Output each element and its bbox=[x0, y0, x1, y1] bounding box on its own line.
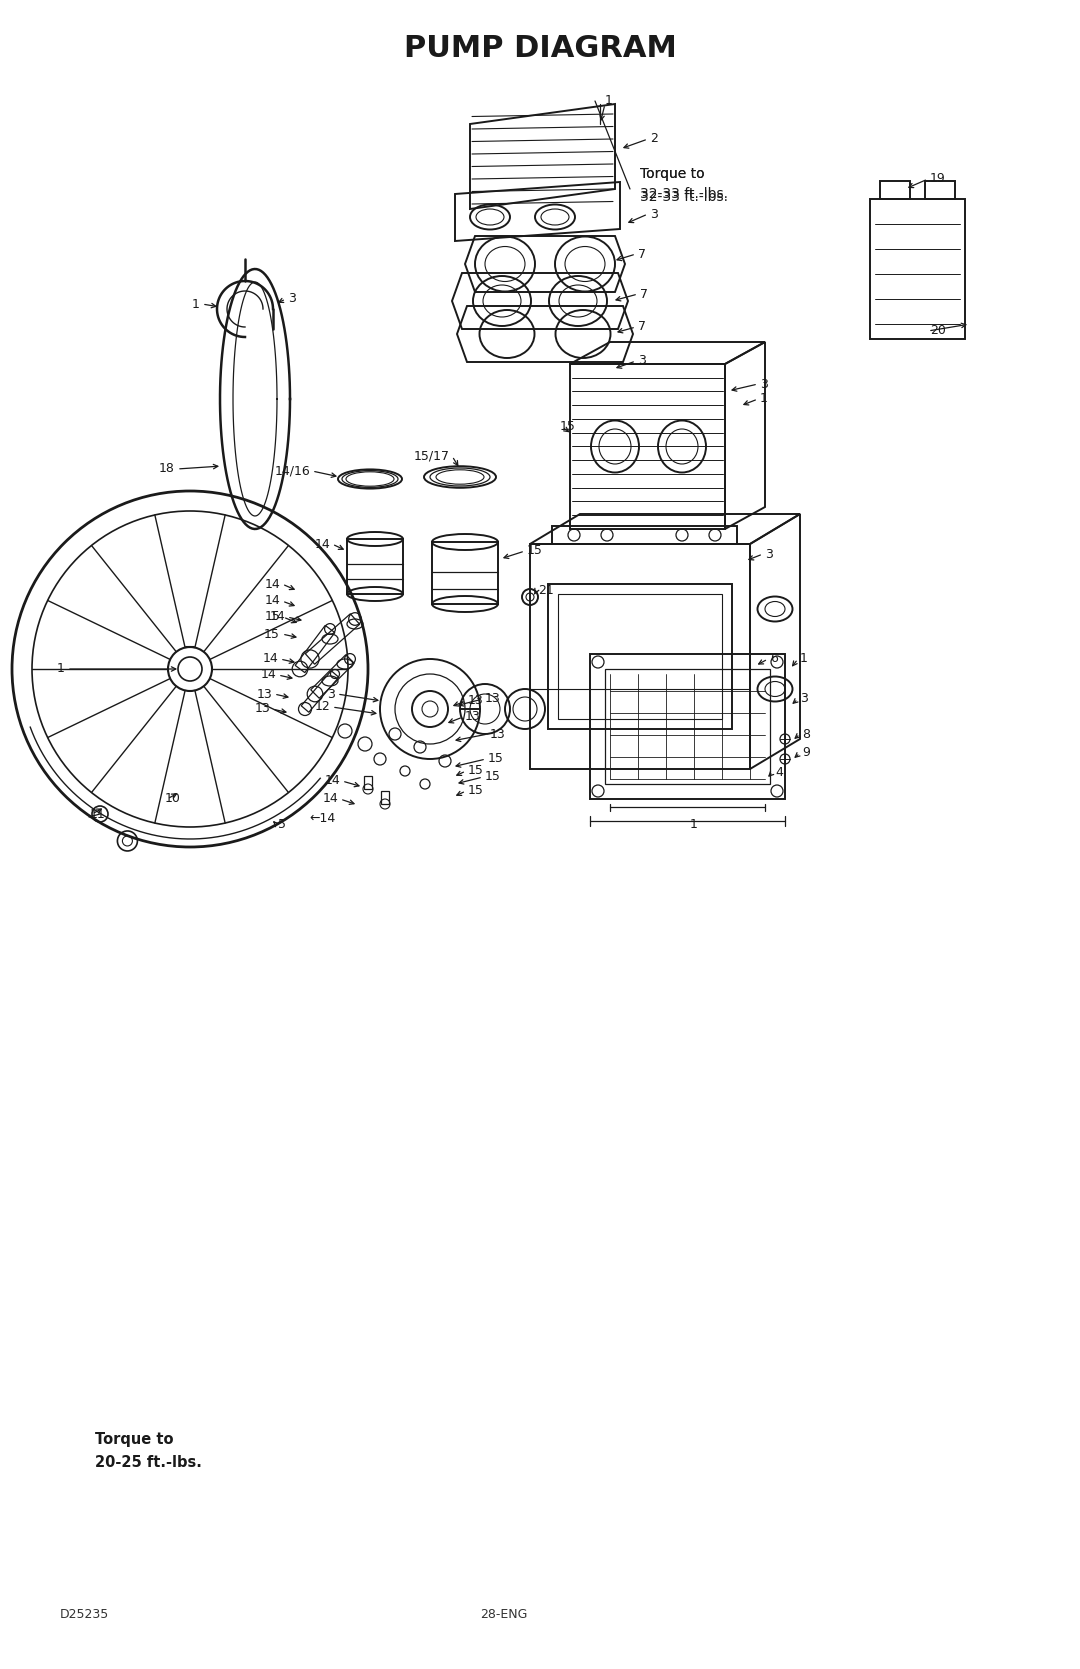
Text: ←14: ←14 bbox=[310, 811, 336, 824]
Text: Torque to: Torque to bbox=[640, 167, 704, 180]
Text: 1: 1 bbox=[690, 818, 698, 831]
Text: D25235: D25235 bbox=[60, 1607, 109, 1621]
Text: 12: 12 bbox=[314, 701, 330, 714]
Text: 3: 3 bbox=[765, 547, 773, 561]
Text: 3: 3 bbox=[760, 377, 768, 391]
Text: 13: 13 bbox=[465, 711, 481, 723]
Text: 7: 7 bbox=[640, 287, 648, 300]
Text: 14: 14 bbox=[260, 669, 276, 681]
Text: 3: 3 bbox=[638, 354, 646, 367]
Bar bbox=[558, 594, 723, 719]
Text: 1: 1 bbox=[192, 297, 200, 310]
Text: 5: 5 bbox=[278, 818, 286, 831]
Text: 1: 1 bbox=[800, 653, 808, 666]
Text: 32-33 ft.-lbs.: 32-33 ft.-lbs. bbox=[640, 190, 728, 204]
Text: PUMP DIAGRAM: PUMP DIAGRAM bbox=[404, 35, 676, 63]
Bar bbox=[870, 199, 966, 339]
Text: 20: 20 bbox=[930, 324, 946, 337]
Text: 14: 14 bbox=[262, 653, 278, 666]
Text: 13: 13 bbox=[485, 693, 501, 706]
Text: 15: 15 bbox=[527, 544, 543, 557]
Text: 13: 13 bbox=[254, 703, 270, 716]
Bar bbox=[924, 180, 955, 199]
Text: 14/16: 14/16 bbox=[274, 464, 310, 477]
Text: 13: 13 bbox=[490, 728, 505, 741]
Text: Torque to: Torque to bbox=[640, 167, 704, 180]
Text: 15: 15 bbox=[488, 753, 504, 766]
Text: 18: 18 bbox=[159, 462, 175, 476]
Text: 3: 3 bbox=[800, 693, 808, 706]
Text: 4: 4 bbox=[775, 766, 783, 778]
Text: 15: 15 bbox=[265, 628, 280, 641]
Text: 21: 21 bbox=[538, 584, 554, 598]
Text: 15/17: 15/17 bbox=[414, 449, 450, 462]
Text: 9: 9 bbox=[802, 746, 810, 759]
Text: 2: 2 bbox=[650, 132, 658, 145]
Bar bbox=[880, 180, 910, 199]
Text: 14: 14 bbox=[265, 594, 280, 608]
Bar bbox=[605, 669, 770, 784]
Bar bbox=[570, 364, 725, 529]
Text: 13: 13 bbox=[256, 688, 272, 701]
Text: 20-25 ft.-lbs.: 20-25 ft.-lbs. bbox=[95, 1454, 202, 1469]
Text: 1: 1 bbox=[605, 95, 612, 107]
Text: 1: 1 bbox=[760, 392, 768, 406]
Text: Torque to: Torque to bbox=[95, 1432, 174, 1447]
Text: 28-ENG: 28-ENG bbox=[480, 1607, 527, 1621]
Text: 14: 14 bbox=[324, 774, 340, 788]
Text: 15: 15 bbox=[468, 784, 484, 798]
Text: 7: 7 bbox=[638, 320, 646, 334]
Text: 3: 3 bbox=[327, 688, 335, 701]
Text: 14: 14 bbox=[314, 537, 330, 551]
Text: 15: 15 bbox=[468, 764, 484, 778]
Text: 15: 15 bbox=[265, 611, 281, 624]
Text: 7: 7 bbox=[638, 247, 646, 260]
Text: 14: 14 bbox=[265, 577, 280, 591]
Text: 3: 3 bbox=[650, 207, 658, 220]
Bar bbox=[552, 526, 737, 544]
Text: 1: 1 bbox=[57, 663, 65, 676]
Text: 10: 10 bbox=[165, 793, 180, 806]
Text: 14: 14 bbox=[322, 793, 338, 806]
Text: 19: 19 bbox=[930, 172, 946, 185]
Text: 15: 15 bbox=[485, 771, 501, 783]
Text: 6: 6 bbox=[770, 653, 778, 666]
Text: 32-33 ft.-lbs.: 32-33 ft.-lbs. bbox=[640, 187, 728, 200]
Text: 15: 15 bbox=[561, 421, 576, 434]
Text: 8: 8 bbox=[802, 728, 810, 741]
Text: 14: 14 bbox=[269, 611, 285, 624]
Text: 11: 11 bbox=[90, 808, 106, 821]
Bar bbox=[548, 584, 732, 729]
Text: 13: 13 bbox=[468, 694, 484, 708]
Bar bbox=[590, 654, 785, 799]
Text: 3: 3 bbox=[288, 292, 296, 305]
